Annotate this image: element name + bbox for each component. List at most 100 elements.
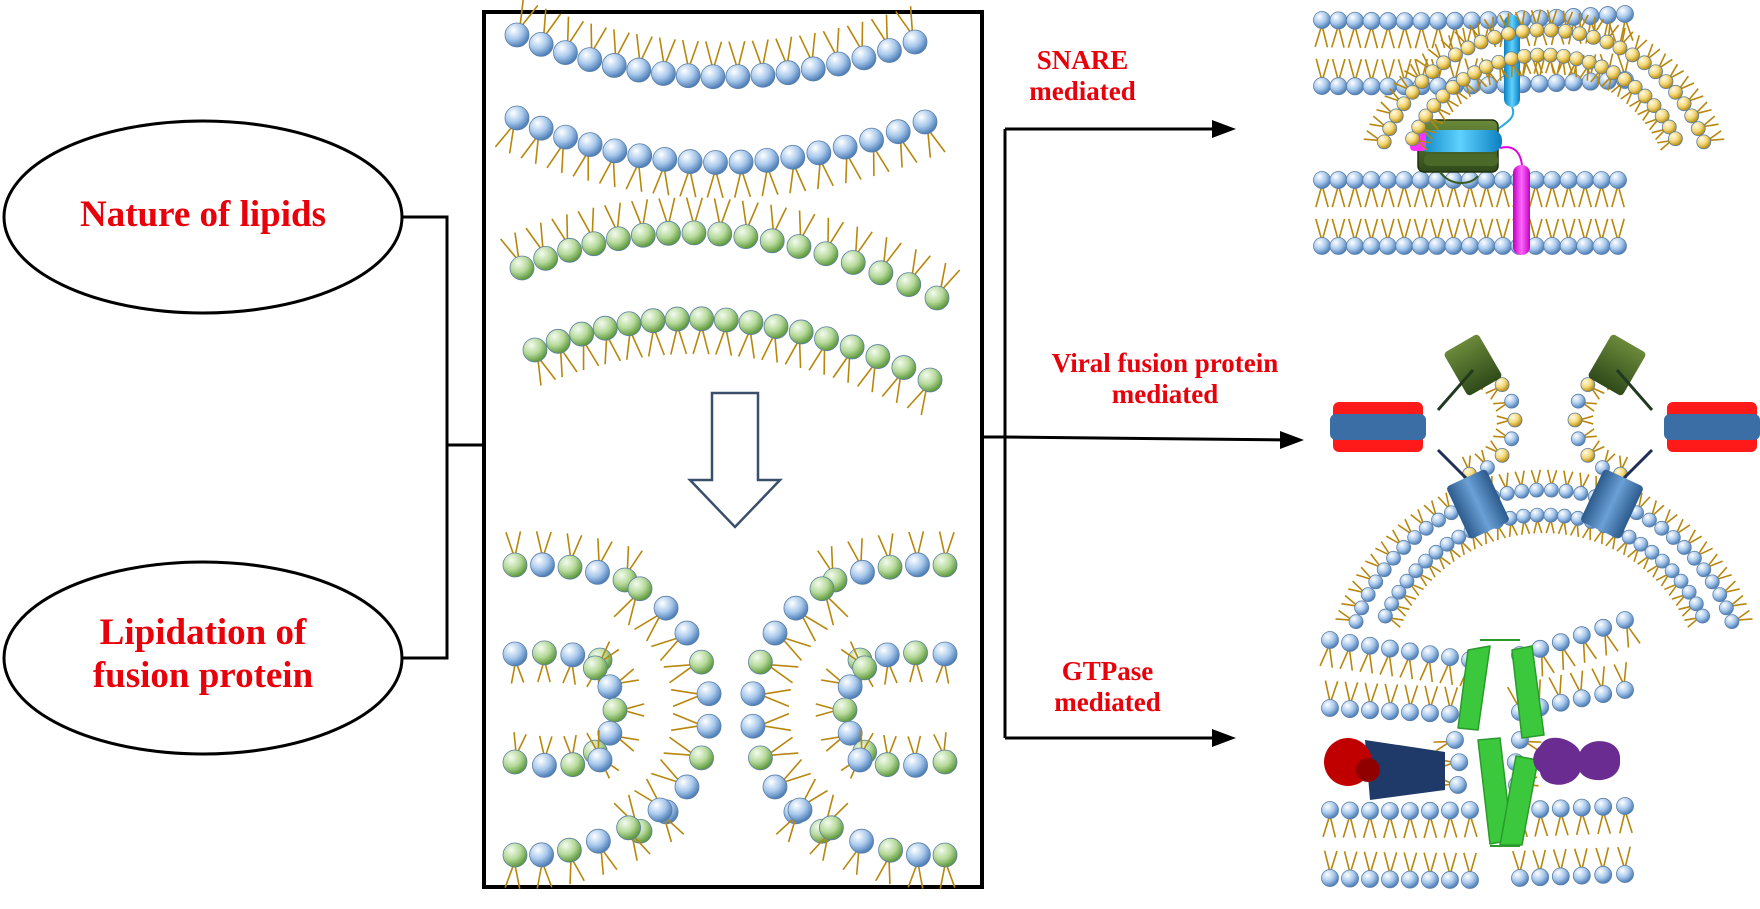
lipid-head [1313, 77, 1331, 95]
lipid-head [1673, 573, 1689, 589]
lipid-head [775, 60, 801, 86]
lipid-head [627, 143, 653, 169]
lipid-head [865, 344, 891, 369]
lipid-head [1504, 431, 1520, 447]
lipid-head [1654, 520, 1670, 536]
lipid-head [1441, 871, 1459, 889]
lipid-head [1435, 88, 1451, 104]
lipid-head [1428, 171, 1447, 189]
lipid-head [1572, 26, 1587, 42]
lipid-head [1345, 237, 1364, 255]
lipid-head [1418, 520, 1434, 536]
lipid-head [1637, 88, 1653, 104]
lipid-head [675, 63, 701, 89]
lipid-head [577, 47, 603, 73]
lipid-head [1655, 553, 1670, 569]
lipid-head [1572, 626, 1591, 645]
lipid-head [874, 642, 900, 668]
lipid-head [1567, 412, 1583, 428]
lipid-head [1446, 11, 1464, 30]
lipid-head [1362, 77, 1381, 96]
lipid-head [1396, 96, 1412, 112]
lipid-head [656, 220, 681, 246]
lipid-head [932, 552, 958, 578]
lipid-head [1676, 540, 1692, 555]
lipid-head [1712, 587, 1728, 603]
lipid-head [577, 132, 603, 158]
gtpase-red-subdomain [1356, 758, 1380, 782]
lipid-head [1544, 482, 1559, 498]
lipid-head [1616, 797, 1634, 815]
lipid-head [1405, 131, 1420, 147]
lipid-head [1479, 59, 1494, 75]
lipid-head [1594, 618, 1613, 637]
lipid-head [787, 797, 813, 823]
lipid-head [1688, 596, 1704, 612]
lipid-head [1637, 55, 1652, 71]
lipid-head [1558, 23, 1573, 39]
lipid-head [1661, 119, 1677, 135]
lipid-head [814, 326, 839, 352]
lipid-head [906, 842, 931, 868]
lipid-head [674, 774, 700, 800]
lipid-head [1514, 483, 1530, 499]
lipid-head [1460, 40, 1476, 56]
lipid-head [1504, 393, 1520, 409]
lipid-head [1341, 633, 1359, 652]
viral-line-1: Viral fusion protein [1051, 348, 1279, 378]
lipid-head [912, 109, 938, 135]
lipid-head [1381, 870, 1399, 889]
lipid-head [748, 745, 773, 771]
lipid-head [1616, 681, 1634, 699]
lipid-head [1580, 377, 1596, 393]
lipid-head [1429, 12, 1448, 30]
lipid-head [707, 221, 733, 247]
lipid-head [877, 554, 903, 580]
lipid-head [677, 149, 703, 174]
lipid-head [681, 220, 707, 246]
lipid-head [1329, 11, 1348, 30]
lipid-head [647, 797, 673, 823]
lipid-head [1594, 59, 1609, 75]
lipid-head [616, 815, 641, 841]
lipid-head [1477, 237, 1496, 255]
lipid-head [1421, 870, 1439, 889]
lipid-head [932, 842, 958, 868]
lipid-head [813, 241, 839, 267]
lipid-head [502, 842, 528, 868]
lipid-head [504, 22, 530, 48]
lipid-head [1321, 699, 1339, 717]
lipid-head [1361, 701, 1379, 720]
lipid-head [1487, 29, 1502, 45]
lipid-head [1451, 529, 1467, 545]
lipid-head [1411, 237, 1430, 255]
lipid-head [1718, 600, 1734, 616]
snare-helix-olive [1424, 154, 1498, 166]
lipid-head [1405, 84, 1420, 100]
viral-barrel-blue [1330, 414, 1426, 440]
lipid-head [762, 620, 788, 646]
lipid-head [1570, 393, 1586, 409]
lipid-head [1576, 237, 1595, 255]
lipid-head [740, 681, 766, 707]
lipid-head [1569, 51, 1585, 67]
lipid-head [1411, 119, 1427, 135]
lipid-head [1376, 562, 1392, 578]
lipid-head [1696, 562, 1712, 578]
lipid-head [1642, 512, 1657, 528]
nature-of-lipids-ellipse [2, 119, 404, 315]
lipid-head [1407, 530, 1423, 545]
lipid-head [1599, 34, 1615, 50]
lipid-head [602, 138, 628, 164]
lipid-head [1580, 447, 1596, 463]
lipid-head [569, 321, 595, 347]
lipid-head [522, 337, 548, 363]
lipid-head [592, 315, 618, 341]
gtpase-green-helix [1511, 645, 1545, 739]
lipid-head [1341, 700, 1359, 719]
lipid-head [1313, 11, 1331, 29]
lipid-head [847, 747, 873, 773]
lipid-head [509, 255, 535, 281]
lipid-head [1625, 47, 1640, 63]
gtpase-label: GTPase mediated [1020, 656, 1195, 718]
